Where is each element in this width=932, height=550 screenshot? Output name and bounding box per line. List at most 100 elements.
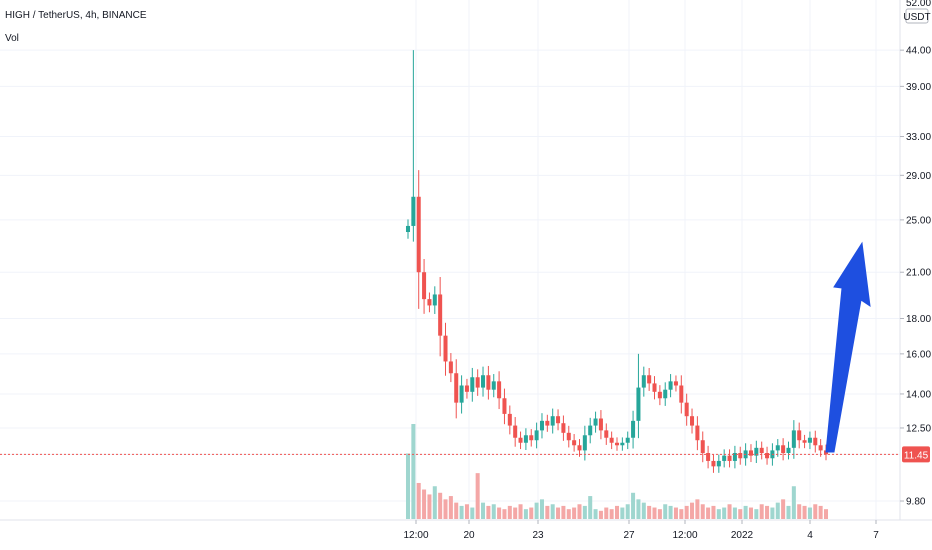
candle-body [786,447,791,454]
volume-bar [470,507,475,519]
volume-label: Vol [5,33,19,44]
grid-lines [0,0,900,520]
volume-bar [604,507,609,519]
candle-body [706,453,711,461]
volume-bar [422,489,427,519]
candle-body [679,385,684,403]
candle-body [765,453,770,459]
candle-body [797,430,802,441]
volume-bar [566,509,571,519]
candle-body [636,387,641,421]
volume-bar [588,496,593,519]
volume-bar [636,499,641,519]
volume-bar [722,507,727,519]
candle-body [625,437,630,443]
volume-bar [770,507,775,519]
candle-body [647,375,652,384]
candle-body [422,272,427,300]
y-tick-label: 33.00 [906,132,931,143]
up-arrow-icon [825,241,871,453]
candle-body [534,430,539,441]
volume-bar [582,505,587,519]
candle-body [807,437,812,443]
volume-bar [609,509,614,519]
candle-body [470,377,475,392]
candle-body [593,418,598,426]
volume-bar [781,499,786,519]
candle-body [754,447,759,456]
candle-body [673,381,678,386]
volume-bar [765,505,770,519]
candle-body [791,430,796,448]
candle-body [566,432,571,441]
volume-bar [732,507,737,519]
candle-body [775,445,780,451]
candle-body [539,420,544,431]
volume-bar [679,509,684,519]
volume-bar [802,505,807,519]
candle-body [507,413,512,426]
volume-bar [652,507,657,519]
candle-body [700,440,705,454]
volume-bar [464,504,469,519]
volume-bar [416,482,421,519]
volume-bars [405,424,829,519]
candle-body [577,445,582,451]
candle-body [738,453,743,459]
y-tick-label: 25.00 [906,215,931,226]
chart-title: HIGH / TetherUS, 4h, BINANCE [5,10,147,21]
candle-body [513,425,518,438]
candle-body [722,455,727,461]
x-tick-label: 20 [463,530,475,541]
candle-body [759,447,764,454]
candle-body [464,385,469,392]
volume-bar [738,509,743,519]
y-tick-label: 9.80 [906,497,926,508]
volume-bar [759,504,764,519]
volume-bar [690,502,695,519]
candle-body [813,437,818,446]
candle-body [502,398,507,414]
price-axis[interactable]: 44.00 39.00 33.00 29.00 25.00 21.00 18.00 16.00… [900,46,931,508]
volume-bar [700,504,705,519]
x-tick-label: 12:00 [672,530,697,541]
volume-bar [432,486,437,519]
candle-body [781,445,786,454]
time-axis[interactable]: 12:00 20 23 27 12:00 2022 4 7 [403,520,879,541]
volume-bar [518,504,523,519]
volume-bar [625,504,630,519]
candle-body [432,294,437,306]
candle-body [818,445,823,451]
candle-body [641,375,646,388]
candle-body [582,435,587,451]
volume-bar [711,505,716,519]
volume-bar [513,507,518,519]
x-tick-label: 23 [532,530,544,541]
volume-bar [405,453,411,519]
candle-body [652,383,657,392]
candle-body [545,420,550,426]
candle-body [438,294,443,336]
volume-bar [813,504,818,519]
volume-bar [529,507,534,519]
x-tick-label: 27 [623,530,635,541]
volume-bar [727,504,732,519]
candle-body [711,460,716,467]
volume-bar [748,507,753,519]
x-tick-label: 7 [873,530,879,541]
candle-body [748,450,753,456]
volume-bar [475,473,480,519]
volume-bar [481,502,486,519]
volume-bar [695,499,700,519]
volume-bar [706,507,711,519]
volume-bar [539,499,544,519]
volume-bar [631,492,636,519]
y-tick-label: 14.00 [906,389,931,400]
candle-body [405,225,411,233]
candle-body [684,402,689,417]
y-tick-label: 39.00 [906,82,931,93]
volume-bar [786,505,791,519]
volume-bar [550,504,555,519]
candle-body [427,299,432,306]
